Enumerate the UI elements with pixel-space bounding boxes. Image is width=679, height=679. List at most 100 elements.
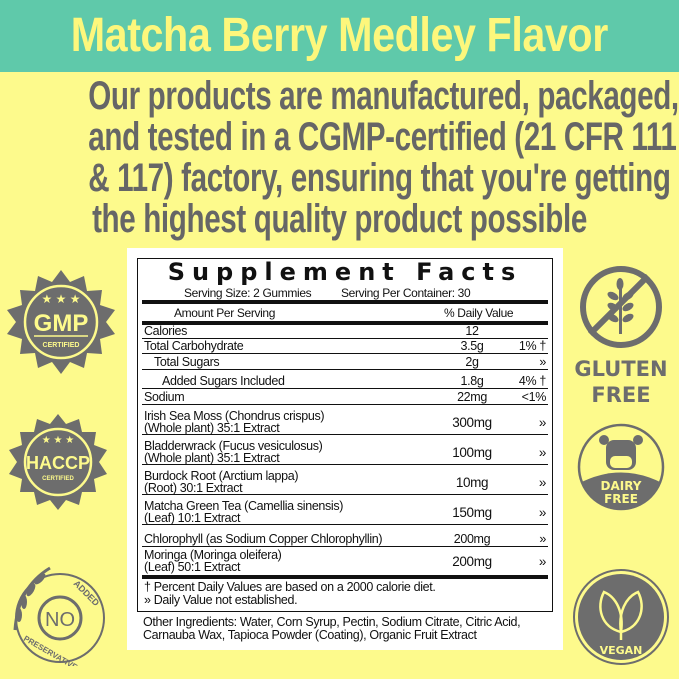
seal-icon [9,414,107,510]
divider [142,300,548,304]
nutrient-name-line: Total Carbohydrate [144,339,244,353]
facts-row: Calories 12 [142,324,548,339]
nutrient-name-line: Calories [144,324,188,338]
nutrient-dv: » [538,475,547,490]
nutrient-amount: 3.5g [460,339,484,353]
nutrient-dv: » [539,532,546,546]
haccp-certified-badge: ★ ★ ★ HACCP CERTIFIED [9,414,107,510]
nutrient-name-line: Bladderwrack (Fucus vesiculosus) [144,439,323,453]
nutrient-name-line: Added Sugars Included [162,374,285,388]
gluten-free-badge: GLUTEN FREE [574,266,668,407]
headline-line: and tested in a CGMP-certified (21 CFR 1… [88,115,677,159]
haccp-text: HACCP [26,453,90,473]
no-preservatives-badge: NO ADDED PRESERVATIVES [13,566,105,666]
servings-per-container: Serving Per Container: 30 [341,286,471,300]
facts-row: Total Carbohydrate 3.5g 1% † [142,340,548,354]
other-ingredients: Other Ingredients: Water, Corn Syrup, Pe… [143,615,521,642]
nutrient-amount: 200mg [453,532,491,546]
facts-row: Added Sugars Included 1.8g 4% † [142,373,548,389]
svg-text:★ ★ ★: ★ ★ ★ [42,292,81,306]
headline-line: Our products are manufactured, packaged, [88,74,679,118]
nutrient-amount: 2g [465,355,479,369]
gmp-sub: CERTIFIED [43,342,80,349]
facts-panel [127,248,563,650]
footnote-not-established: » Daily Value not established. [144,593,298,607]
free-text: FREE [591,383,650,407]
nutrient-name-line: Irish Sea Moss (Chondrus crispus) [144,409,325,423]
other-ingredients-line: Carnauba Wax, Tapioca Powder (Coating), … [143,627,477,642]
nutrient-name: Added Sugars Included [144,375,285,388]
footnote: † Percent Daily Values are based on a 20… [144,580,436,607]
nutrient-dv: » [538,415,547,430]
facts-row: Total Sugars 2g » [142,356,548,370]
nutrient-name: Moringa (Moringa oleifera) (Leaf) 50:1 Ex… [144,548,282,574]
no-text: NO [45,609,75,631]
nutrient-dv: » [539,355,546,369]
flavor-title: Matcha Berry Medley Flavor [70,9,609,62]
free-text: FREE [604,492,638,506]
nutrient-dv: » [538,445,547,460]
nutrient-amount: 300mg [452,415,492,430]
dairy-free-badge: DAIRY FREE [577,423,665,511]
title-banner: Matcha Berry Medley Flavor [0,0,679,72]
serving-size: Serving Size: 2 Gummies [184,286,312,300]
nutrient-name-line: (Whole plant) 35:1 Extract [144,420,280,435]
gmp-text: GMP [34,310,89,337]
divider [142,575,548,579]
vegan-badge: VEGAN [573,569,669,665]
nutrient-dv: » [538,505,547,520]
facts-row: Burdock Root (Arctium lappa) (Root) 30:1 … [142,467,548,495]
nutrient-name: Calories [144,325,187,338]
nutrient-name-line: Burdock Root (Arctium lappa) [144,469,299,483]
nutrient-name: Sodium [144,390,185,404]
facts-row: Sodium 22mg <1% [142,390,548,405]
facts-row: Matcha Green Tea (Camellia sinensis) (Lea… [142,497,548,525]
nutrient-name-line: (Leaf) 50:1 Extract [144,559,241,574]
nutrient-dv: 4% † [518,374,546,388]
nutrient-name-line: Total Sugars [154,355,220,369]
footnote-dv: † Percent Daily Values are based on a 20… [144,580,436,594]
nutrient-dv: 1% † [518,339,546,353]
dv-header: % Daily Value [444,306,514,320]
nutrient-name-line: Chlorophyll (as Sodium Copper Chlorophyl… [144,532,383,546]
nutrient-dv: » [538,554,547,569]
nutrient-amount: 150mg [452,505,492,520]
dairy-text: DAIRY [601,479,642,493]
haccp-sub: CERTIFIED [42,476,74,482]
headline-line: & 117) factory, ensuring that you're get… [88,156,671,200]
nutrient-name-line: Matcha Green Tea (Camellia sinensis) [144,499,344,513]
nutrient-name-line: (Leaf) 10:1 Extract [144,510,241,525]
seal-icon [7,270,115,374]
nutrient-amount: 1.8g [460,374,484,388]
nutrient-name: Bladderwrack (Fucus vesiculosus) (Whole p… [144,439,323,465]
supplement-facts-table: Supplement Facts Serving Size: 2 Gummies… [137,258,553,612]
divider [142,321,548,325]
wheat-icon [607,278,634,334]
facts-row: Bladderwrack (Fucus vesiculosus) (Whole p… [142,437,548,465]
gluten-text: GLUTEN [574,357,667,381]
nutrient-amount: 10mg [455,475,489,490]
nutrient-name: Matcha Green Tea (Camellia sinensis) (Lea… [144,499,344,525]
headline-line: the highest quality product possible [92,197,587,241]
nutrient-amount: 12 [465,324,479,338]
nutrient-amount: 100mg [452,445,492,460]
amount-header: Amount Per Serving [174,306,276,320]
nutrient-name: Total Carbohydrate [144,339,244,353]
nutrient-name-line: (Root) 30:1 Extract [144,480,243,495]
vegan-text: VEGAN [600,644,643,657]
nutrient-name-line: Moringa (Moringa oleifera) [144,548,282,562]
nutrient-name: Burdock Root (Arctium lappa) (Root) 30:1 … [144,469,299,495]
facts-row: Moringa (Moringa oleifera) (Leaf) 50:1 Ex… [142,548,548,573]
nutrient-name-line: Sodium [144,390,185,404]
svg-text:★ ★ ★: ★ ★ ★ [42,435,74,446]
leaves-icon [599,590,643,640]
nutrient-name: Chlorophyll (as Sodium Copper Chlorophyl… [144,532,383,546]
nutrient-dv: <1% [521,390,547,404]
facts-title: Supplement Facts [167,258,523,286]
facts-row: Chlorophyll (as Sodium Copper Chlorophyl… [142,527,548,547]
other-ingredients-line: Other Ingredients: Water, Corn Syrup, Pe… [143,615,521,629]
gmp-certified-badge: ★ ★ ★ GMP CERTIFIED [7,270,115,374]
nutrient-name-line: (Whole plant) 35:1 Extract [144,450,280,465]
nutrient-name: Total Sugars [144,355,220,369]
nutrient-amount: 200mg [452,554,492,569]
